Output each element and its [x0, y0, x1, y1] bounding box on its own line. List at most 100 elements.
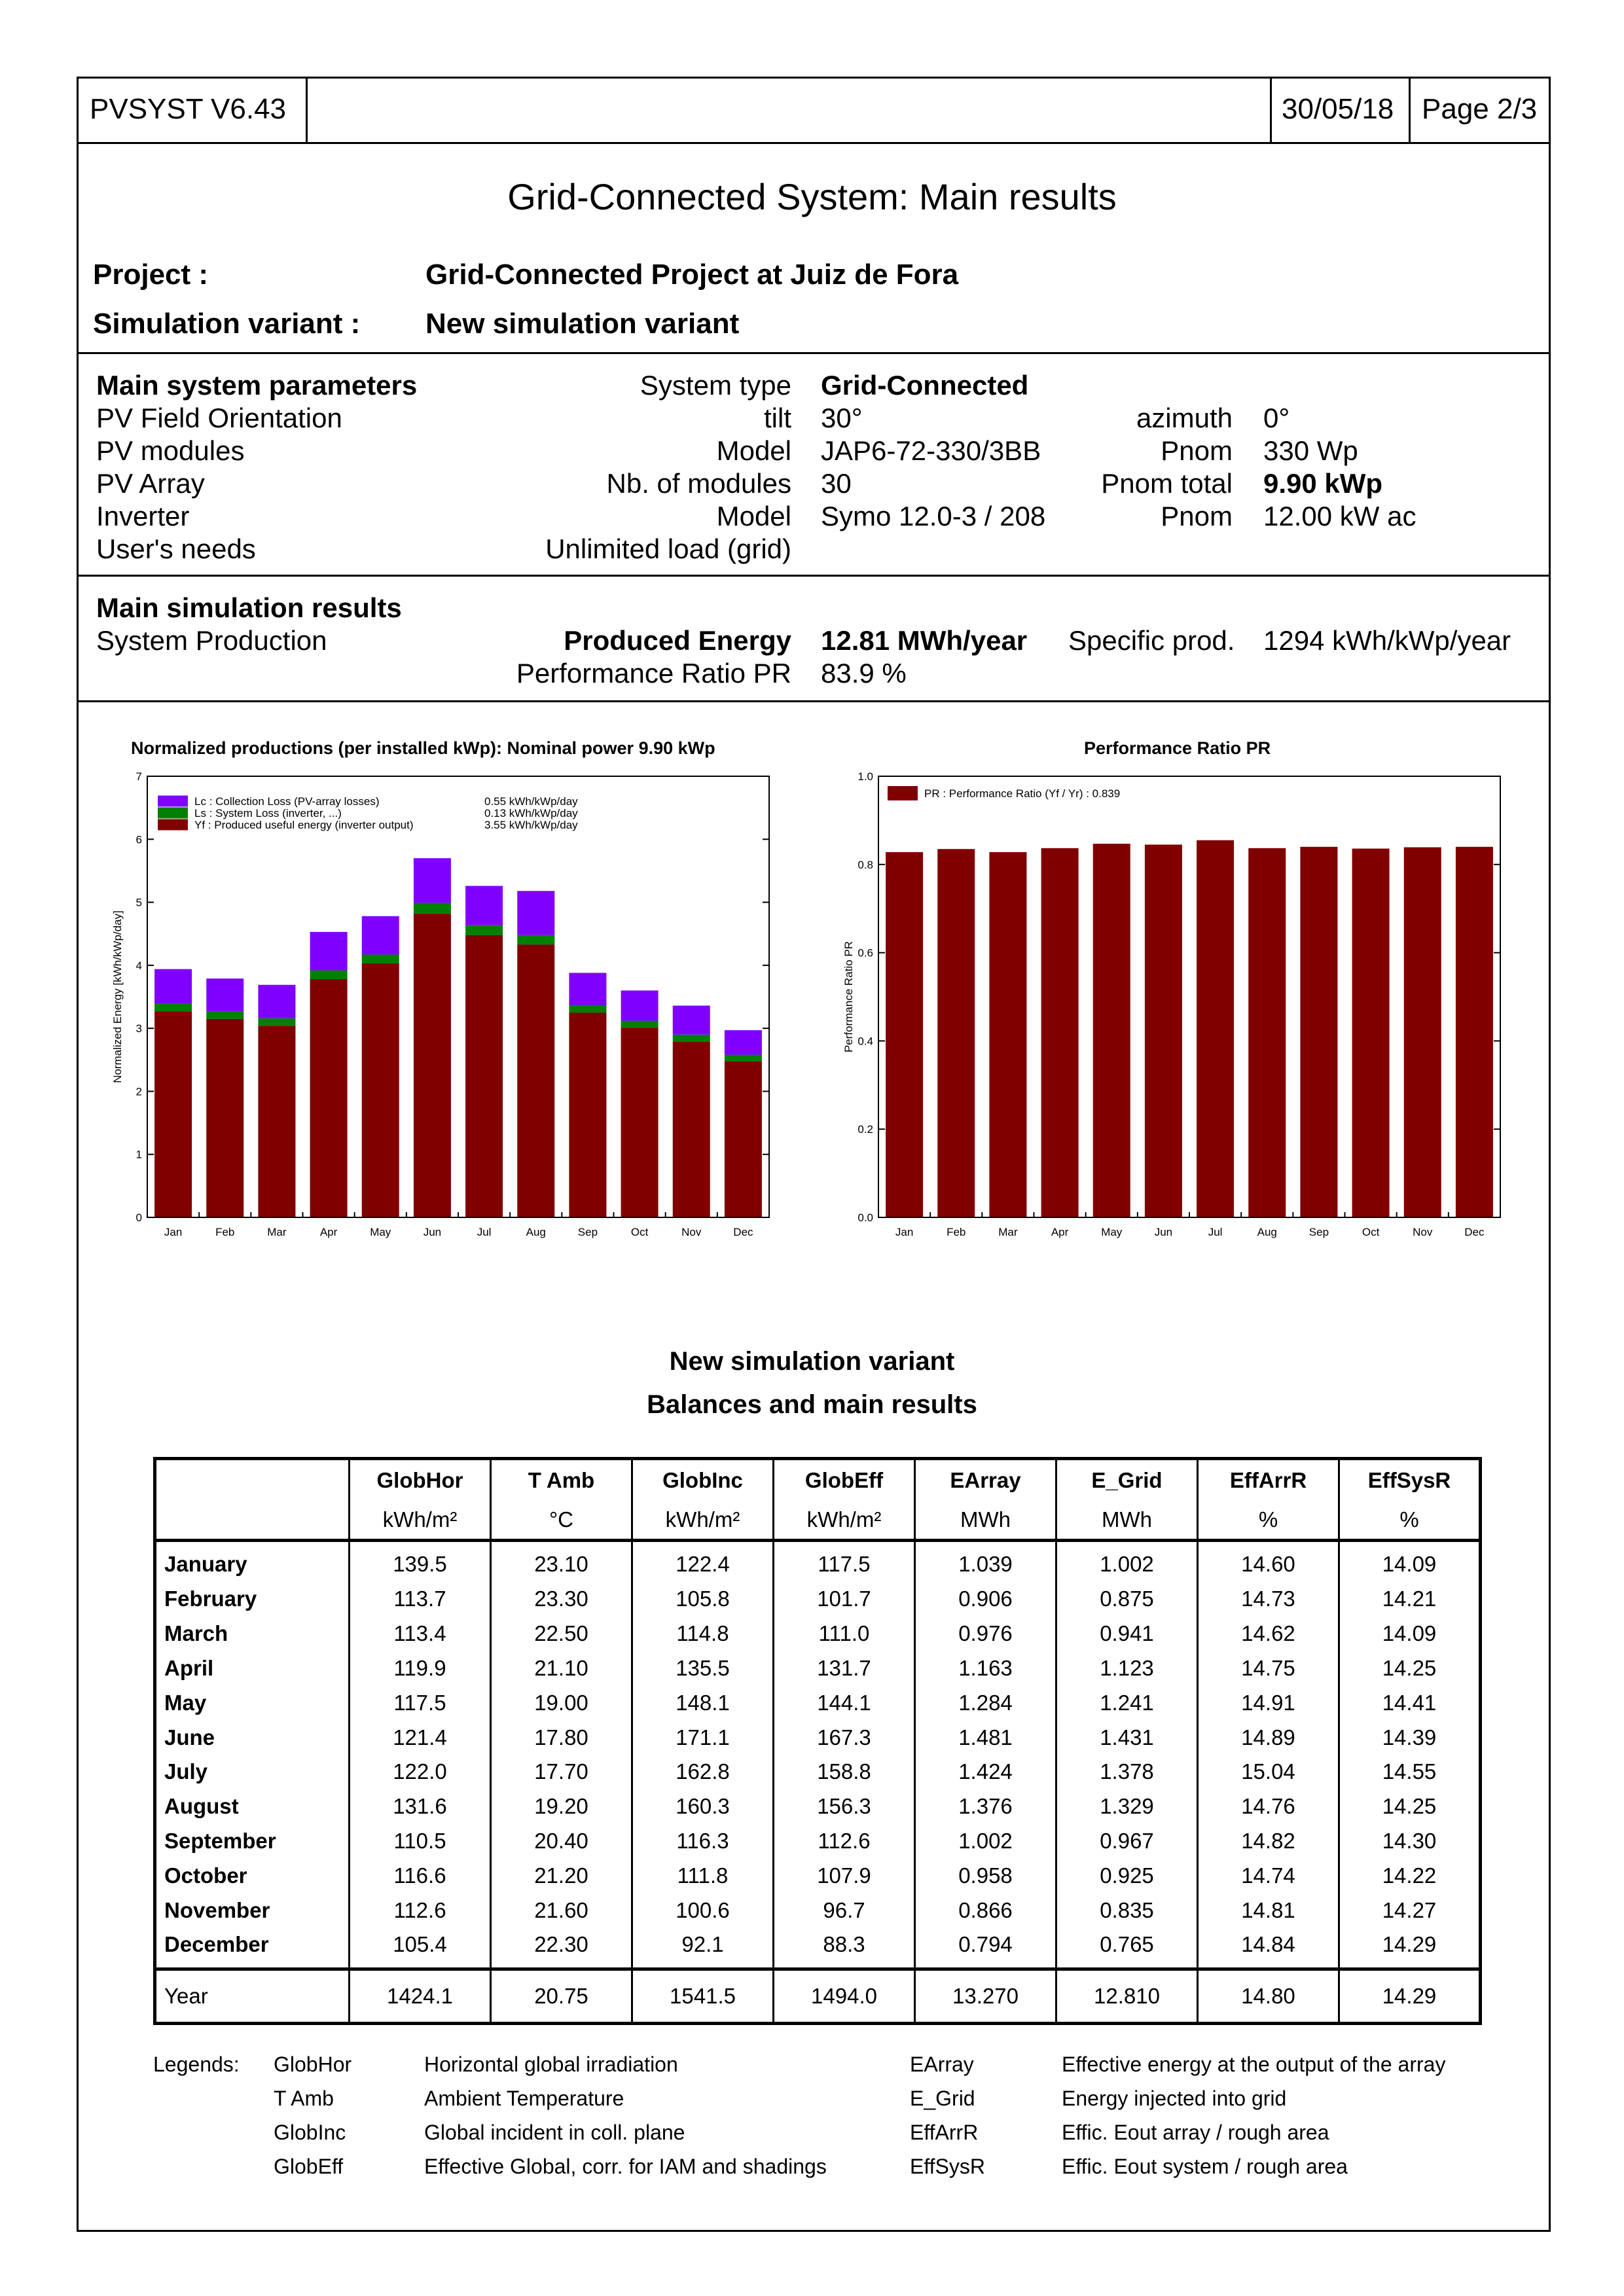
- param-name: PV Array: [96, 468, 205, 499]
- project-label: Project :: [93, 259, 209, 291]
- table-cell: 21.10: [490, 1651, 632, 1686]
- table-cell: 14.09: [1338, 1540, 1481, 1582]
- column-header: EffSysR: [1338, 1458, 1481, 1501]
- bar-segment: [517, 935, 555, 945]
- table-cell: 1.481: [914, 1720, 1056, 1755]
- balance-table: GlobHor T Amb GlobInc GlobEff EArray E_Grid Ef…: [153, 1457, 1482, 2025]
- table-cell: 0.941: [1055, 1616, 1198, 1651]
- x-tick-label: May: [370, 1226, 391, 1238]
- total-cell: 1494.0: [772, 1967, 915, 2024]
- param-label: tilt: [764, 403, 791, 433]
- table-cell: 19.00: [490, 1685, 632, 1721]
- balance-title-1: New simulation variant: [669, 1347, 955, 1376]
- pr-label: Performance Ratio PR: [516, 658, 791, 689]
- param-label: Model: [716, 435, 791, 466]
- param-value: Symo 12.0-3 / 208: [821, 501, 1046, 531]
- total-cell: 14.80: [1197, 1967, 1339, 2024]
- table-cell: 0.794: [914, 1927, 1056, 1969]
- table-cell: 14.39: [1338, 1720, 1481, 1755]
- total-cell: 1424.1: [348, 1967, 491, 2024]
- bar-segment: [154, 1003, 192, 1012]
- legend-desc: Effic. Eout array / rough area: [1062, 2121, 1329, 2144]
- variant-name: New simulation variant: [425, 308, 740, 340]
- bar-segment: [621, 1028, 659, 1217]
- table-cell: 1.002: [914, 1823, 1056, 1859]
- legend-key: GlobInc: [274, 2121, 346, 2144]
- table-row: March 113.4 22.50 114.8 111.0 0.976 0.941 14.62…: [155, 1616, 1481, 1651]
- x-tick-label: Feb: [215, 1226, 234, 1238]
- table-cell: 14.27: [1338, 1893, 1481, 1928]
- table-cell: 14.84: [1197, 1927, 1339, 1969]
- table-cell: 122.0: [348, 1754, 491, 1789]
- bar-segment: [258, 1026, 296, 1217]
- x-tick-label: Aug: [526, 1226, 546, 1238]
- x-tick-label: Nov: [1413, 1226, 1433, 1238]
- legend-label: PR : Performance Ratio (Yf / Yr) : 0.839: [924, 787, 1120, 800]
- legend-key: EffArrR: [910, 2121, 979, 2144]
- bar-segment: [258, 984, 296, 1018]
- y-tick-label: 3: [136, 1022, 142, 1035]
- legend-label: Lc : Collection Loss (PV-array losses): [194, 795, 380, 808]
- x-tick-label: Dec: [733, 1226, 753, 1238]
- project-name: Grid-Connected Project at Juiz de Fora: [425, 259, 959, 291]
- param-label-2: Pnom: [1161, 501, 1233, 531]
- table-cell: 105.4: [348, 1927, 491, 1969]
- header-bottom-rule: [77, 142, 1551, 144]
- table-row: December 105.4 22.30 92.1 88.3 0.794 0.765 14.8…: [155, 1927, 1481, 1969]
- legend-desc: Ambient Temperature: [424, 2087, 624, 2110]
- month-label: June: [164, 1725, 215, 1749]
- table-cell: 135.5: [631, 1651, 774, 1686]
- table-cell: 92.1: [631, 1927, 774, 1969]
- table-cell: 0.958: [914, 1858, 1056, 1893]
- param-value: 30°: [821, 403, 863, 433]
- legend-value: 0.13 kWh/kWp/day: [484, 807, 578, 819]
- x-tick-label: Jun: [1155, 1226, 1172, 1238]
- table-cell: 158.8: [772, 1754, 915, 1789]
- month-label: November: [164, 1897, 270, 1922]
- table-cell: 117.5: [348, 1685, 491, 1721]
- bar-segment: [1041, 848, 1079, 1217]
- y-tick-label: 7: [136, 770, 142, 783]
- bar-segment: [569, 1013, 607, 1217]
- legend-key: GlobEff: [274, 2155, 344, 2178]
- param-label-2: azimuth: [1136, 403, 1233, 433]
- y-tick-label: 6: [136, 833, 142, 846]
- table-cell: 14.62: [1197, 1616, 1339, 1651]
- table-cell: 14.60: [1197, 1540, 1339, 1582]
- table-cell: 21.20: [490, 1858, 632, 1893]
- bar-segment: [206, 1018, 244, 1217]
- bar-segment: [724, 1030, 762, 1055]
- bar-segment: [310, 970, 348, 980]
- table-cell: 162.8: [631, 1754, 774, 1789]
- table-cell: 14.25: [1338, 1789, 1481, 1824]
- bar-segment: [1352, 848, 1390, 1217]
- y-tick-label: 1.0: [857, 770, 873, 783]
- bar-segment: [1403, 847, 1441, 1217]
- table-cell: 96.7: [772, 1893, 915, 1928]
- column-header: EffArrR: [1197, 1458, 1339, 1501]
- table-row: June 121.4 17.80 171.1 167.3 1.481 1.431 14.89 1…: [155, 1720, 1481, 1755]
- month-label: February: [164, 1587, 257, 1611]
- column-unit: MWh: [914, 1501, 1056, 1542]
- bar-segment: [206, 978, 244, 1012]
- table-cell: 1.039: [914, 1540, 1056, 1582]
- bar-segment: [310, 931, 348, 971]
- produced-energy-value: 12.81 MWh/year: [821, 625, 1028, 656]
- table-cell: 1.284: [914, 1685, 1056, 1721]
- table-cell: 111.8: [631, 1858, 774, 1893]
- param-value-2: 330 Wp: [1263, 435, 1358, 466]
- x-tick-label: Aug: [1257, 1226, 1277, 1238]
- bar-segment: [465, 886, 503, 925]
- bar-segment: [1455, 846, 1493, 1217]
- table-row: July 122.0 17.70 162.8 158.8 1.424 1.378 15.04 1…: [155, 1754, 1481, 1789]
- legend-desc: Horizontal global irradiation: [424, 2053, 678, 2076]
- legend-label: Yf : Produced useful energy (inverter ou…: [194, 819, 414, 831]
- x-tick-label: Jul: [1208, 1226, 1223, 1238]
- month-label: March: [164, 1621, 228, 1646]
- table-cell: 171.1: [631, 1720, 774, 1755]
- param-value-2: 0°: [1263, 403, 1290, 433]
- bar-segment: [569, 1005, 607, 1013]
- table-cell: 23.30: [490, 1581, 632, 1617]
- specific-prod-label: Specific prod.: [1068, 625, 1235, 656]
- y-axis-label: Performance Ratio PR: [842, 941, 855, 1052]
